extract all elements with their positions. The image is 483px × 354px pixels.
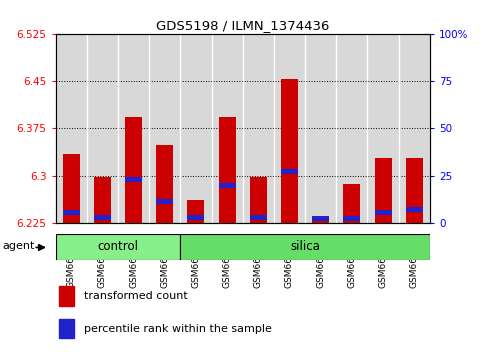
Bar xyxy=(250,177,267,223)
Bar xyxy=(125,117,142,223)
Text: control: control xyxy=(98,240,139,253)
Text: silica: silica xyxy=(290,240,320,253)
Bar xyxy=(281,79,298,223)
Bar xyxy=(94,215,111,220)
Bar xyxy=(250,215,267,220)
Bar xyxy=(94,177,111,223)
Bar xyxy=(218,117,236,223)
Bar xyxy=(374,210,392,216)
Bar xyxy=(180,234,430,260)
Title: GDS5198 / ILMN_1374436: GDS5198 / ILMN_1374436 xyxy=(156,19,329,33)
Text: agent: agent xyxy=(3,241,35,251)
Text: transformed count: transformed count xyxy=(84,291,187,301)
Bar xyxy=(63,154,80,223)
Bar xyxy=(218,183,236,188)
Bar xyxy=(281,169,298,174)
Bar xyxy=(343,184,360,223)
Bar xyxy=(406,207,423,212)
Bar xyxy=(59,319,74,338)
Bar xyxy=(63,210,80,215)
Bar xyxy=(312,216,329,221)
Bar xyxy=(125,177,142,182)
Bar xyxy=(343,216,360,221)
Bar xyxy=(156,199,173,204)
Bar xyxy=(56,234,180,260)
Bar xyxy=(312,218,329,223)
Bar xyxy=(59,286,74,306)
Text: percentile rank within the sample: percentile rank within the sample xyxy=(84,324,271,333)
Bar xyxy=(156,145,173,223)
Bar xyxy=(374,158,392,223)
Bar xyxy=(187,215,204,220)
Bar xyxy=(187,200,204,223)
Bar xyxy=(406,158,423,223)
